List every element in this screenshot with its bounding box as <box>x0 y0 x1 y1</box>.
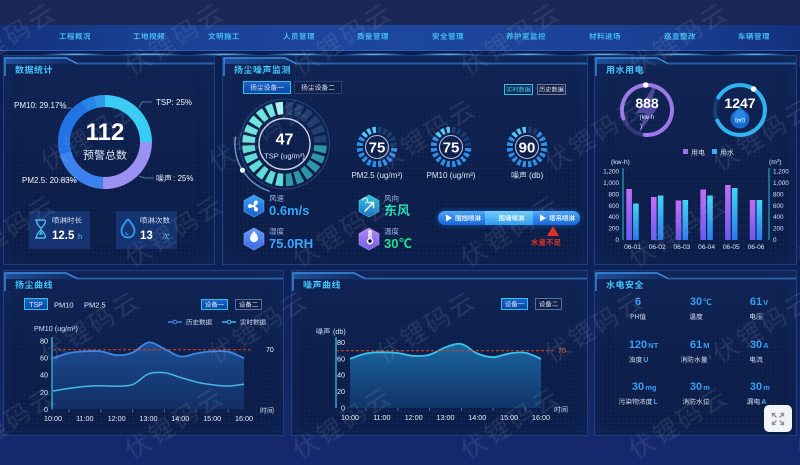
svg-text:1247: 1247 <box>724 95 755 111</box>
svg-text:NT: NT <box>648 341 658 350</box>
svg-text:16:00: 16:00 <box>235 414 253 423</box>
svg-text:1,200: 1,200 <box>773 169 789 176</box>
svg-text:14:00: 14:00 <box>171 414 189 423</box>
svg-text:M: M <box>703 341 709 350</box>
svg-text:PM2.5: PM2.5 <box>84 301 106 310</box>
svg-text:V: V <box>763 298 768 307</box>
svg-text:PM2.5: 20.83%: PM2.5: 20.83% <box>22 176 77 185</box>
svg-text:m: m <box>763 383 770 392</box>
svg-text:(db): (db) <box>529 171 544 180</box>
svg-text:61: 61 <box>750 296 762 308</box>
svg-text:06-04: 06-04 <box>698 244 715 251</box>
svg-text:h: h <box>78 232 82 241</box>
svg-text:15:00: 15:00 <box>500 413 518 422</box>
svg-text:75: 75 <box>443 140 460 157</box>
svg-text:80: 80 <box>40 337 48 346</box>
svg-text:06-03: 06-03 <box>673 244 690 251</box>
svg-text:06-01: 06-01 <box>624 244 641 251</box>
svg-text:400: 400 <box>773 214 784 221</box>
svg-text:30: 30 <box>632 381 644 393</box>
svg-text:0: 0 <box>44 405 48 414</box>
svg-text:1,000: 1,000 <box>603 180 619 187</box>
svg-text:60: 60 <box>40 354 48 363</box>
svg-text:80: 80 <box>337 338 345 347</box>
svg-text:11:00: 11:00 <box>76 414 93 423</box>
svg-text:TSP: 25%: TSP: 25% <box>156 98 192 107</box>
svg-text:800: 800 <box>608 191 619 198</box>
svg-text:(kw-h): (kw-h) <box>611 159 630 166</box>
svg-text:0: 0 <box>773 237 777 244</box>
svg-text:20: 20 <box>337 387 345 396</box>
svg-text:70: 70 <box>558 348 566 355</box>
svg-text:PM10 (ug/m³): PM10 (ug/m³) <box>34 324 78 333</box>
svg-text:40: 40 <box>337 371 345 380</box>
svg-text:20: 20 <box>40 388 48 397</box>
svg-text:PM10: 29.17%: PM10: 29.17% <box>14 101 66 110</box>
svg-text:10:00: 10:00 <box>44 414 62 423</box>
svg-text:(m³): (m³) <box>769 159 781 166</box>
svg-text:0: 0 <box>615 237 619 244</box>
svg-text:400: 400 <box>608 214 619 221</box>
svg-text:13:00: 13:00 <box>437 413 455 422</box>
svg-text:120: 120 <box>629 339 647 351</box>
svg-text:200: 200 <box>773 226 784 233</box>
svg-text:40: 40 <box>40 371 48 380</box>
svg-text:600: 600 <box>608 203 619 210</box>
svg-text:PM2.5 (ug/m³): PM2.5 (ug/m³) <box>351 171 402 180</box>
svg-text:13: 13 <box>140 230 153 242</box>
svg-text:TSP (ug/m³): TSP (ug/m³) <box>264 152 305 161</box>
svg-text:06-02: 06-02 <box>649 244 666 251</box>
svg-text:15:00: 15:00 <box>203 414 221 423</box>
svg-text:0: 0 <box>341 404 345 413</box>
svg-text:TSP: TSP <box>29 302 43 309</box>
svg-text:13:00: 13:00 <box>140 414 158 423</box>
svg-text:90: 90 <box>519 140 536 157</box>
svg-text:30: 30 <box>750 381 762 393</box>
svg-text:10:00: 10:00 <box>341 413 359 422</box>
svg-text:60: 60 <box>337 354 345 363</box>
svg-text:30: 30 <box>384 236 398 251</box>
svg-text:14:00: 14:00 <box>468 413 486 422</box>
svg-text:30: 30 <box>690 296 702 308</box>
svg-text:800: 800 <box>773 191 784 198</box>
svg-text:PM10: PM10 <box>54 301 74 310</box>
svg-text:12:00: 12:00 <box>108 414 126 423</box>
svg-text:0.6m/s: 0.6m/s <box>269 203 309 218</box>
svg-text:06-06: 06-06 <box>748 244 765 251</box>
svg-text:PM10 (ug/m³): PM10 (ug/m³) <box>427 171 476 180</box>
svg-text:A: A <box>761 399 766 406</box>
svg-text:): ) <box>640 124 642 130</box>
svg-text:1,200: 1,200 <box>603 169 619 176</box>
svg-text:1,000: 1,000 <box>773 180 789 187</box>
svg-text:70: 70 <box>266 347 274 354</box>
svg-text:(kw·h: (kw·h <box>640 115 655 121</box>
svg-text:: 25%: : 25% <box>173 174 193 183</box>
svg-text:61: 61 <box>690 339 702 351</box>
svg-text:16:00: 16:00 <box>532 413 550 422</box>
svg-text:12:00: 12:00 <box>405 413 423 422</box>
svg-text:888: 888 <box>635 95 659 111</box>
svg-text:U: U <box>643 357 648 364</box>
svg-text:mg: mg <box>645 383 657 392</box>
svg-text:06-05: 06-05 <box>723 244 740 251</box>
svg-text:75.0RH: 75.0RH <box>269 236 313 251</box>
svg-text:11:00: 11:00 <box>373 413 390 422</box>
svg-text:12.5: 12.5 <box>52 230 75 242</box>
svg-text:A: A <box>763 341 769 350</box>
svg-text:(m³): (m³) <box>735 118 745 124</box>
svg-text:600: 600 <box>773 203 784 210</box>
svg-text:(db): (db) <box>333 327 346 336</box>
svg-text:L: L <box>654 399 659 406</box>
svg-text:200: 200 <box>608 226 619 233</box>
